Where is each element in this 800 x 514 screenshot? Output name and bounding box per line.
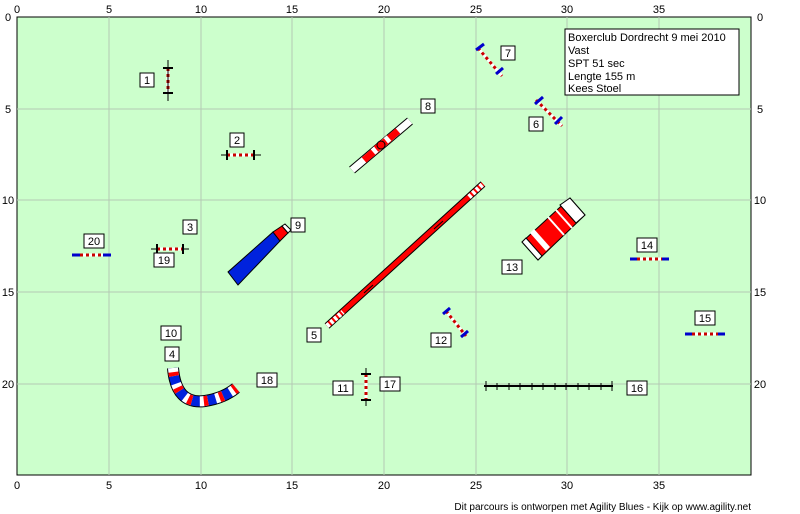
weave-poles-16 xyxy=(484,381,613,391)
number-labels: 1 2 3 4 5 6 7 8 9 10 11 12 13 14 15 16 1 xyxy=(83,45,716,396)
number-4: 4 xyxy=(169,349,175,361)
number-16: 16 xyxy=(631,383,643,395)
x-tick-top: 20 xyxy=(378,4,390,16)
course-length: Lengte 155 m xyxy=(568,71,635,83)
jump-12 xyxy=(442,306,469,339)
x-tick-top: 0 xyxy=(14,4,20,16)
x-tick-bottom: 5 xyxy=(106,480,112,492)
x-tick-bottom: 15 xyxy=(286,480,298,492)
x-tick-top: 35 xyxy=(653,4,665,16)
number-10: 10 xyxy=(165,328,177,340)
y-tick-right: 10 xyxy=(754,195,766,207)
footer-credit: Dit parcours is ontworpen met Agility Bl… xyxy=(454,502,751,513)
number-9: 9 xyxy=(295,220,301,232)
number-3: 3 xyxy=(187,222,193,234)
x-tick-bottom: 25 xyxy=(470,480,482,492)
number-11: 11 xyxy=(337,383,348,395)
x-axis-top: 0 5 10 15 20 25 30 35 xyxy=(14,4,665,16)
y-tick-left: 10 xyxy=(2,195,14,207)
y-tick-right: 5 xyxy=(757,104,763,116)
y-tick-right: 0 xyxy=(757,12,763,24)
y-tick-right: 20 xyxy=(754,379,766,391)
number-20: 20 xyxy=(88,236,100,248)
y-tick-left: 5 xyxy=(5,104,11,116)
tunnel-13 xyxy=(521,197,586,261)
course-info: Boxerclub Dordrecht 9 mei 2010 Vast SPT … xyxy=(564,28,740,96)
y-tick-right: 15 xyxy=(754,287,766,299)
number-15: 15 xyxy=(699,313,711,325)
number-8: 8 xyxy=(425,101,431,113)
x-tick-bottom: 35 xyxy=(653,480,665,492)
obstacle-5-dogwalk xyxy=(324,181,486,329)
y-axis-left: 0 5 10 15 20 xyxy=(2,12,14,391)
number-14: 14 xyxy=(641,240,653,252)
course-judge: Kees Stoel xyxy=(568,83,621,95)
x-tick-bottom: 10 xyxy=(195,480,207,492)
number-12: 12 xyxy=(435,335,447,347)
y-tick-left: 0 xyxy=(5,12,11,24)
number-19: 19 xyxy=(158,255,170,267)
jump-3-19 xyxy=(151,244,189,254)
y-tick-left: 15 xyxy=(2,287,14,299)
x-tick-bottom: 0 xyxy=(14,480,20,492)
number-17: 17 xyxy=(384,379,396,391)
jump-11-17 xyxy=(361,368,371,406)
number-6: 6 xyxy=(533,119,539,131)
jump-1 xyxy=(163,60,173,101)
x-tick-top: 10 xyxy=(195,4,207,16)
x-tick-bottom: 20 xyxy=(378,480,390,492)
grid xyxy=(17,17,751,475)
number-18: 18 xyxy=(261,375,273,387)
x-axis-bottom: 0 5 10 15 20 25 30 35 xyxy=(14,480,665,492)
jump-6 xyxy=(534,95,564,128)
x-tick-top: 30 xyxy=(561,4,573,16)
x-tick-top: 5 xyxy=(106,4,112,16)
course-title: Boxerclub Dordrecht 9 mei 2010 xyxy=(568,32,726,44)
x-tick-top: 15 xyxy=(286,4,298,16)
obstacle-8-seesaw xyxy=(349,117,413,174)
x-tick-top: 25 xyxy=(470,4,482,16)
y-axis-right: 0 5 10 15 20 xyxy=(754,12,766,391)
course-spt: SPT 51 sec xyxy=(568,58,625,70)
x-tick-bottom: 30 xyxy=(561,480,573,492)
jump-2 xyxy=(221,150,261,160)
number-5: 5 xyxy=(311,330,317,342)
number-7: 7 xyxy=(505,48,511,60)
number-1: 1 xyxy=(144,75,150,87)
number-2: 2 xyxy=(234,135,240,147)
tunnel-4-curved xyxy=(167,367,240,408)
info-box xyxy=(564,28,740,96)
course-type: Vast xyxy=(568,45,589,57)
number-13: 13 xyxy=(506,262,518,274)
y-tick-left: 20 xyxy=(2,379,14,391)
jump-7 xyxy=(475,42,504,77)
